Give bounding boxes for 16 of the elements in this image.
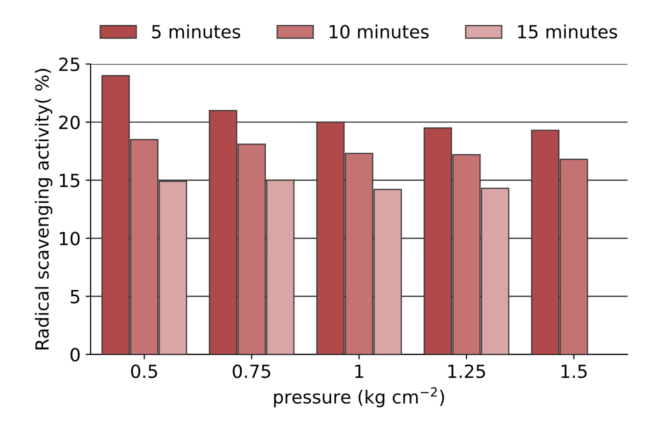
x-tick-label: 0.5 bbox=[131, 364, 158, 378]
y-tick-label: 15 bbox=[60, 174, 80, 188]
y-tick-label: 0 bbox=[70, 348, 80, 362]
y-tick-label: 20 bbox=[59, 116, 80, 130]
x-tick-label: 0.75 bbox=[232, 364, 270, 378]
y-axis-title: Radical scavenging activity( %) bbox=[34, 68, 52, 350]
legend-label: 5 minutes bbox=[152, 24, 240, 38]
y-tick-label: 25 bbox=[59, 58, 80, 72]
x-tick-label: 1.25 bbox=[448, 364, 486, 378]
x-axis-title: pressure (kg cm$^{−2}$) bbox=[274, 387, 444, 408]
y-tick-label: 10 bbox=[60, 232, 80, 246]
x-tick-label: 1 bbox=[355, 364, 364, 378]
x-tick-label: 1.5 bbox=[562, 364, 587, 378]
y-tick-label: 5 bbox=[70, 290, 80, 304]
legend-label: 15 minutes bbox=[518, 24, 618, 38]
legend-label: 10 minutes bbox=[330, 24, 429, 38]
